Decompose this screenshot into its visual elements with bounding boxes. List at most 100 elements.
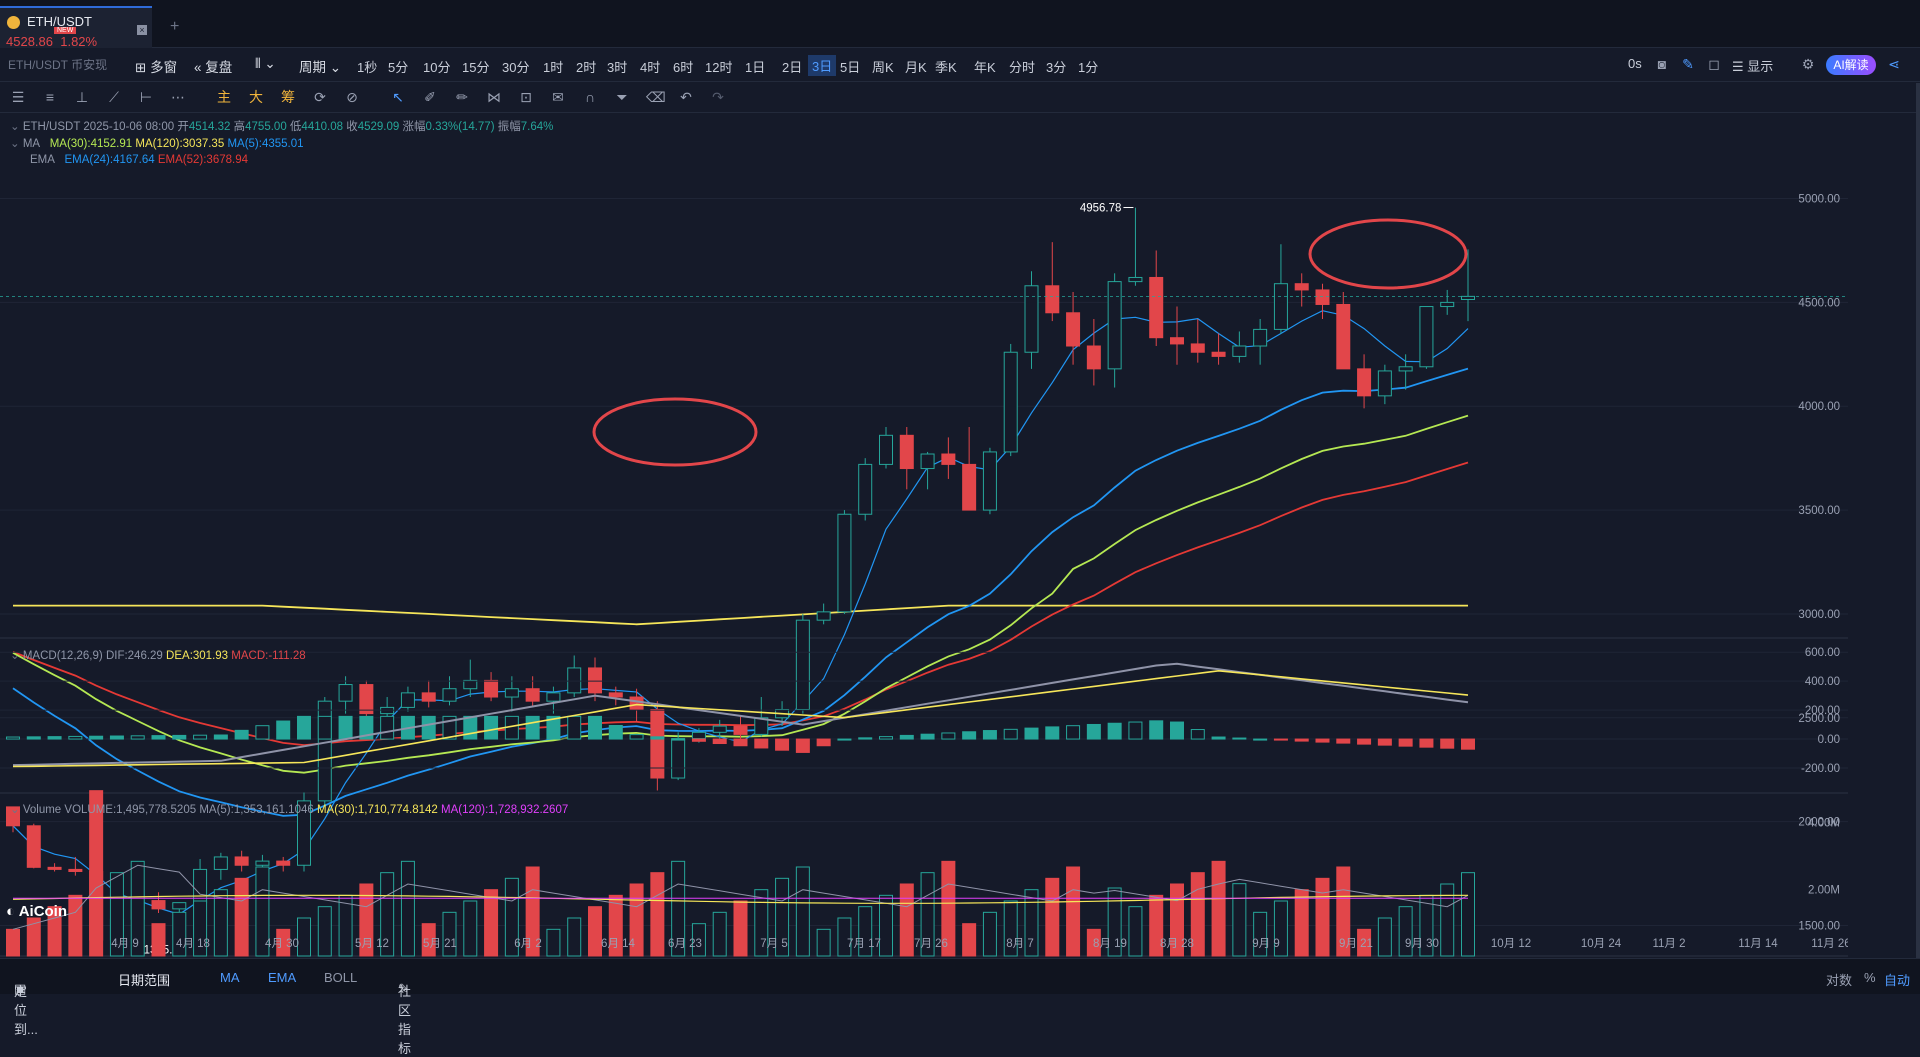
more-icon[interactable]: ⋯ — [171, 89, 185, 105]
macd-histogram-bar — [421, 715, 436, 740]
pencil-icon[interactable]: ✎ — [1682, 56, 1694, 72]
redo-icon[interactable]: ↷ — [712, 89, 724, 105]
rewind-icon: « — [194, 60, 202, 75]
auto-scale-toggle[interactable]: 自动 — [1884, 973, 1911, 988]
period-11[interactable]: 1日 — [745, 60, 766, 75]
volume-bar — [1273, 900, 1288, 957]
volume-bar — [276, 928, 291, 957]
ai-interpret-button[interactable]: AI解读 — [1826, 55, 1876, 75]
big-order-toggle[interactable]: 大 — [249, 89, 263, 105]
period-19[interactable]: 分时 — [1009, 60, 1036, 75]
lock-icon[interactable]: ⊡ — [520, 89, 532, 105]
pattern-icon[interactable]: ⋈ — [487, 89, 501, 105]
settings-icon[interactable]: ⚙ — [1801, 56, 1815, 72]
calendar-icon: ▣ — [14, 981, 27, 996]
multi-window-button[interactable]: ⊞ 多窗 — [135, 60, 178, 75]
volume-legend: ⌄ Volume VOLUME:1,495,778.5205 MA(5):1,3… — [10, 804, 569, 816]
ma120-line — [13, 604, 1468, 626]
date-tick-label: 9月 30 — [1405, 938, 1439, 950]
magnet-icon[interactable]: ∩ — [584, 89, 596, 105]
volume-bar — [1190, 872, 1205, 957]
volume-bar — [546, 928, 561, 957]
indicator-list-icon[interactable]: ☰ — [11, 89, 25, 105]
volume-bar — [712, 911, 727, 957]
period-16[interactable]: 月K — [905, 60, 927, 75]
period-13[interactable]: 3日 — [808, 55, 837, 76]
tab-eth-usdt[interactable]: ETH/USDT 4528.86 1.82% NEW × — [0, 6, 152, 49]
trend-line-icon[interactable]: ⟋ — [109, 89, 119, 105]
candle-body — [276, 860, 291, 866]
replay-button[interactable]: « 复盘 — [194, 60, 233, 75]
volume-bar — [172, 911, 187, 957]
period-9[interactable]: 6时 — [673, 60, 694, 75]
comment-icon[interactable]: ◻ — [1708, 56, 1720, 72]
period-20[interactable]: 3分 — [1046, 60, 1067, 75]
period-15[interactable]: 周K — [872, 60, 894, 75]
volume-bar — [982, 911, 997, 957]
period-2[interactable]: 10分 — [423, 60, 451, 75]
candle-body — [816, 611, 831, 621]
candle-body — [629, 696, 644, 710]
pen-off-icon[interactable]: ⊘ — [346, 89, 358, 105]
symbol-label[interactable]: ETH/USDT 币安现 — [8, 58, 108, 72]
share-icon[interactable]: ⋖ — [1888, 56, 1900, 72]
filter-icon[interactable]: ⏷ — [616, 89, 628, 105]
period-4[interactable]: 30分 — [502, 60, 530, 75]
volume-bar — [691, 923, 706, 957]
note-icon[interactable]: ✉ — [552, 89, 564, 105]
date-range-button[interactable]: 日期范围 — [118, 973, 171, 988]
period-1[interactable]: 5分 — [388, 60, 409, 75]
log-scale-toggle[interactable]: 对数 — [1826, 973, 1853, 988]
eth-coin-icon — [7, 16, 20, 29]
brush-icon[interactable]: ✏ — [456, 89, 468, 105]
period-21[interactable]: 1分 — [1078, 60, 1099, 75]
macd-histogram-bar — [567, 715, 582, 740]
ma-indicator-button[interactable]: MA — [220, 970, 240, 985]
chart-type-button[interactable]: ⫴ ⌄ — [255, 56, 276, 71]
macd-histogram-bar — [338, 715, 353, 740]
period-dropdown[interactable]: 周期 ⌄ — [299, 60, 342, 75]
period-3[interactable]: 15分 — [462, 60, 490, 75]
ruler-icon[interactable]: ⊥ — [75, 89, 89, 105]
macd-histogram-bar — [276, 720, 291, 740]
display-button[interactable]: ☰ 显示 — [1732, 59, 1774, 74]
ema-indicator-button[interactable]: EMA — [268, 970, 297, 985]
close-tab-icon[interactable]: × — [137, 25, 147, 35]
camera-icon[interactable]: ◙ — [1657, 56, 1667, 72]
cursor-icon[interactable]: ↖ — [392, 89, 404, 105]
menu-icon[interactable]: ≡ — [45, 89, 55, 105]
macd-histogram-bar — [1211, 736, 1226, 740]
volume-bar — [1149, 894, 1164, 957]
period-7[interactable]: 3时 — [607, 60, 628, 75]
period-12[interactable]: 2日 — [782, 60, 803, 75]
period-8[interactable]: 4时 — [640, 60, 661, 75]
main-chart-toggle[interactable]: 主 — [217, 89, 231, 105]
period-0[interactable]: 1秒 — [357, 60, 378, 75]
period-10[interactable]: 12时 — [705, 60, 733, 75]
macd-tick-label: 200.00 — [1805, 705, 1840, 717]
add-tab-button[interactable]: + — [170, 18, 180, 35]
price-tick-label: 4000.00 — [1798, 401, 1840, 413]
vertical-scrollbar[interactable] — [1916, 83, 1920, 958]
period-5[interactable]: 1时 — [543, 60, 564, 75]
boll-indicator-button[interactable]: BOLL — [324, 970, 358, 985]
candle-body — [1107, 281, 1122, 370]
period-6[interactable]: 2时 — [576, 60, 597, 75]
horizontal-line-icon[interactable]: ⊢ — [139, 89, 153, 105]
macd-histogram-bar — [816, 738, 831, 747]
undo-icon[interactable]: ↶ — [680, 89, 692, 105]
macd-histogram-bar — [1107, 722, 1122, 740]
macd-histogram-bar — [1045, 726, 1060, 740]
period-14[interactable]: 5日 — [840, 60, 861, 75]
period-18[interactable]: 年K — [974, 60, 996, 75]
trash-icon[interactable]: ⌫ — [646, 89, 666, 105]
percent-scale-toggle[interactable]: % — [1864, 970, 1876, 985]
measure-icon[interactable]: ✐ — [424, 89, 436, 105]
period-17[interactable]: 季K — [935, 60, 957, 75]
price-tick-label: 2500.00 — [1798, 713, 1840, 725]
chart-area[interactable]: 4956.78← 1385.055000.004500.004000.00350… — [0, 113, 1848, 958]
alert-icon[interactable]: ⟳ — [314, 89, 326, 105]
chip-toggle[interactable]: 筹 — [281, 89, 295, 105]
macd-histogram-bar — [1398, 738, 1413, 747]
volume-bar — [1440, 883, 1455, 957]
